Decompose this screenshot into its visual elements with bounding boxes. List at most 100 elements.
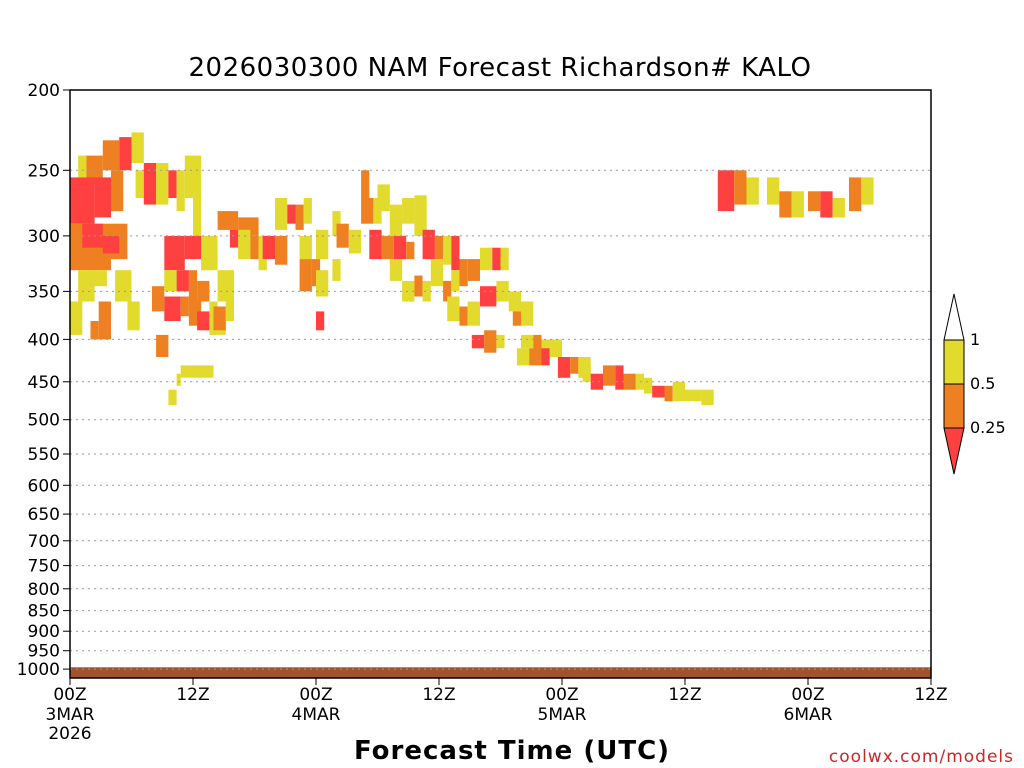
richardson-cell [414, 195, 427, 236]
richardson-cell [402, 280, 415, 302]
richardson-cell [238, 229, 251, 260]
richardson-cell [557, 357, 571, 378]
x-tick-label: 00Z [53, 685, 86, 705]
y-tick-label: 900 [28, 622, 60, 642]
richardson-cell [156, 163, 169, 205]
richardson-cell [406, 241, 415, 260]
richardson-cell [414, 275, 423, 297]
richardson-cell [480, 247, 493, 271]
x-axis-label: Forecast Time (UTC) [354, 736, 670, 766]
plot-frame [69, 89, 932, 679]
richardson-cell [201, 235, 218, 271]
richardson-cell [316, 229, 329, 260]
x-tick-date: 6MAR [784, 705, 833, 725]
richardson-cell [402, 198, 415, 224]
richardson-cell [180, 365, 193, 378]
richardson-cell [434, 235, 444, 260]
richardson-cell [127, 301, 140, 331]
richardson-cell [443, 280, 452, 302]
ground-layer [70, 667, 931, 678]
richardson-cell [861, 177, 874, 205]
y-tick-label: 950 [28, 642, 60, 662]
richardson-cell [451, 235, 460, 271]
richardson-cell [217, 270, 234, 302]
richardson-cell [316, 270, 329, 297]
richardson-cell [500, 247, 509, 271]
chart-title: 2026030300 NAM Forecast Richardson# KALO [188, 53, 811, 83]
richardson-cell [348, 229, 362, 254]
y-tick-label: 800 [28, 580, 60, 600]
richardson-cell [213, 306, 226, 331]
richardson-cell [447, 296, 460, 321]
richardson-cell [90, 321, 99, 340]
richardson-cell [168, 389, 177, 405]
x-tick-date: 3MAR [46, 705, 95, 725]
richardson-cell [287, 204, 296, 224]
richardson-cell [484, 330, 497, 353]
x-tick-label: 12Z [668, 685, 701, 705]
richardson-cell [102, 235, 120, 254]
x-tick-label: 00Z [545, 685, 578, 705]
y-tick-label: 200 [28, 81, 60, 101]
richardson-cell [603, 365, 616, 386]
richardson-cell [492, 247, 501, 271]
richardson-cell [164, 296, 181, 321]
richardson-cell [299, 259, 312, 292]
richardson-cell [644, 377, 653, 394]
x-tick-label: 00Z [791, 685, 824, 705]
heatmap-cells [70, 132, 874, 405]
richardson-cell [369, 229, 382, 260]
richardson-cell [635, 373, 644, 390]
richardson-cell [746, 177, 759, 205]
x-tick-label: 12Z [176, 685, 209, 705]
richardson-cell [70, 177, 95, 224]
ground-fill [70, 667, 931, 678]
richardson-cell [480, 286, 497, 307]
richardson-cell [381, 235, 394, 260]
richardson-cell [779, 191, 792, 218]
y-tick-label: 550 [28, 445, 60, 465]
richardson-cell [849, 177, 862, 212]
richardson-cell [78, 155, 87, 178]
richardson-cell [767, 177, 780, 205]
richardson-cell [82, 223, 103, 248]
richardson-cell [193, 365, 214, 378]
legend: 1 0.5 0.25 [943, 293, 1006, 475]
richardson-cell [98, 301, 111, 340]
richardson-cell [443, 235, 452, 265]
y-tick-label: 600 [28, 476, 60, 496]
richardson-cell [734, 170, 747, 205]
richardson-cell [430, 259, 444, 287]
richardson-cell [361, 198, 374, 224]
y-tick-label: 400 [28, 330, 60, 350]
x-tick-label: 00Z [299, 685, 332, 705]
richardson-cell [422, 280, 431, 302]
x-tick-year: 2026 [48, 724, 91, 744]
x-tick-label: 12Z [422, 685, 455, 705]
legend-swatch-0.5-1 [943, 339, 965, 385]
richardson-cell [90, 270, 107, 287]
richardson-cell [152, 286, 165, 312]
credit-link[interactable]: coolwx.com/models [829, 747, 1014, 767]
richardson-cell [332, 259, 341, 281]
y-axis: 200 250 300 350 400 450 500 550 600 650 700 750 8008… [17, 81, 70, 680]
richardson-cell [102, 140, 120, 171]
x-tick-label: 12Z [914, 685, 947, 705]
x-tick-date: 4MAR [292, 705, 341, 725]
richardson-cell [303, 198, 312, 224]
richardson-cell [467, 259, 480, 281]
richardson-cell [508, 291, 521, 312]
y-tick-label: 750 [28, 557, 60, 577]
richardson-cell [820, 191, 833, 218]
richardson-cell [717, 170, 735, 212]
y-tick-label: 250 [28, 161, 60, 181]
richardson-cell [377, 184, 390, 212]
richardson-cell [135, 170, 144, 198]
y-tick-label: 300 [28, 227, 60, 247]
richardson-cell [672, 381, 685, 402]
richardson-cell [115, 270, 132, 302]
richardson-cell [168, 170, 177, 198]
richardson-cell [529, 348, 542, 366]
richardson-cell [131, 132, 144, 163]
richardson-cell [111, 170, 124, 212]
